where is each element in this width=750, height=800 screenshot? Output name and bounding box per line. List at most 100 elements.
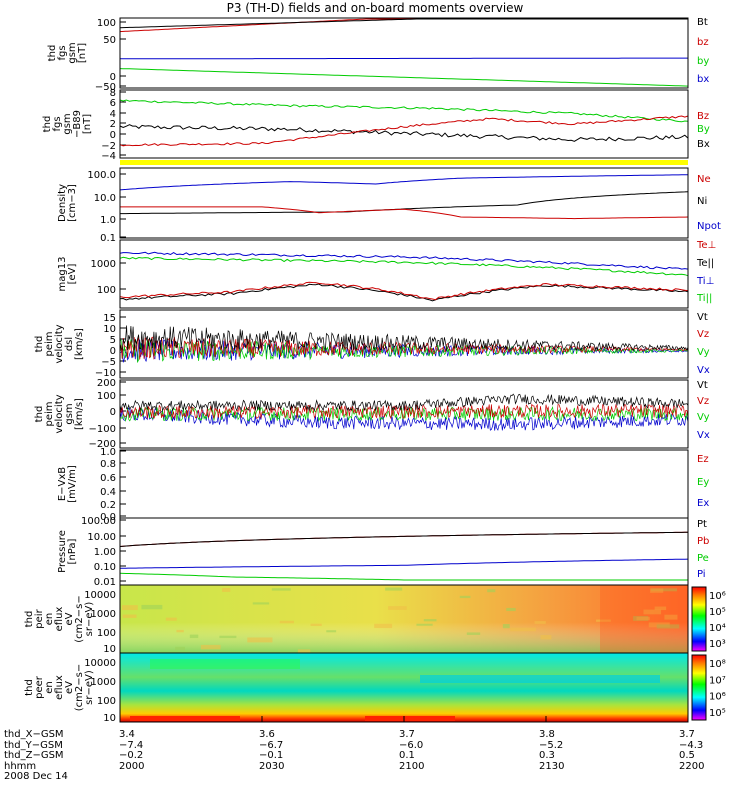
panel-6: thd peim velocity gsm [km/s] 200 100 0 −100 −200 V… — [34, 378, 710, 450]
legend-entry: Te|| — [696, 258, 714, 269]
y-tick-label: 0 — [110, 346, 116, 357]
footer-value: 3.4 — [119, 729, 135, 740]
legend-entry: Vy — [697, 412, 710, 423]
legend-entry: Vz — [697, 396, 709, 407]
y-axis-label: thd — [34, 406, 45, 423]
spectrogram-cell — [247, 637, 273, 643]
legend-entry: Te⊥ — [696, 240, 716, 251]
legend-entry: Pi — [697, 569, 706, 580]
spectrogram-cell — [141, 604, 163, 610]
legend-entry: Ne — [697, 174, 711, 185]
footer-value: 0.1 — [399, 750, 415, 762]
footer-value: 0.3 — [539, 750, 555, 762]
y-axis-label: velocity — [54, 394, 65, 433]
y-tick-label: 10000 — [84, 590, 116, 601]
spectrogram-cell — [326, 630, 337, 633]
spectrogram-cell — [600, 585, 688, 653]
spectrogram-cell — [534, 621, 546, 624]
y-tick-label: 15 — [103, 313, 116, 324]
y-axis-label: gsm — [64, 403, 75, 424]
y-tick-label: 0.0 — [100, 512, 116, 523]
y-axis-label: [cm−3] — [67, 184, 78, 222]
y-tick-label: 1.0 — [100, 447, 116, 458]
panel-3: Density [cm−3] 100.0 10.0 1.0 0.1 Ne Ni Npot — [57, 167, 721, 244]
colorbar-tick-label: 10⁷ — [709, 675, 726, 686]
footer-row-x: thd_X−GSM 3.4 3.6 3.7 3.8 3.7 — [4, 729, 744, 741]
spectrogram-cell — [385, 587, 403, 591]
series-line-vz — [119, 403, 689, 420]
panel-frame — [119, 449, 689, 519]
y-tick-label: 0.1 — [100, 233, 116, 244]
ion-spectrogram-shade — [120, 585, 688, 653]
series-line-vx — [119, 407, 689, 431]
series-line-vt — [119, 393, 689, 412]
footer-value: −0.1 — [259, 750, 284, 762]
y-tick-label: 100 — [97, 628, 116, 639]
footer-value: 0.5 — [679, 750, 695, 762]
y-axis-label: thd — [42, 116, 53, 133]
spectrogram-cell — [656, 624, 680, 629]
spectrogram-cell — [664, 614, 678, 620]
legend-entry: Vz — [697, 329, 709, 340]
panel-frame — [119, 89, 689, 159]
y-tick-label: 50 — [103, 35, 116, 46]
spectrogram-cell — [540, 635, 552, 640]
y-tick-label: −10 — [95, 368, 116, 379]
y-tick-label: 0.01 — [94, 577, 116, 588]
panel-frame — [119, 167, 689, 239]
legend-entry: Ez — [697, 454, 709, 465]
spectrogram-cell — [279, 620, 294, 624]
footer-value: 3.7 — [399, 729, 415, 740]
colorbar — [692, 655, 706, 720]
y-tick-label: 0.10 — [94, 562, 116, 573]
spectrogram-cell — [271, 588, 291, 591]
y-axis-label: fgs — [57, 45, 68, 60]
y-axis-label: Pressure — [57, 530, 68, 573]
colorbar-tick-label: 10⁶ — [709, 591, 726, 602]
colorbar-tick-label: 10³ — [709, 639, 726, 650]
panel-4: mag13 [eV] 1000 100 Te⊥ Te|| Ti⊥ Ti|| — [57, 239, 716, 309]
y-tick-label: 1000 — [91, 259, 116, 270]
footer-value: −4.3 — [679, 739, 704, 751]
y-tick-label: 6 — [110, 98, 116, 109]
series-line-te — [119, 281, 689, 301]
y-axis-label: dsl — [64, 337, 75, 351]
y-tick-label: −2 — [101, 141, 116, 152]
footer-row-time: hhmm 2000 2030 2100 2130 2200 — [4, 760, 744, 773]
footer-value: −6.7 — [259, 739, 284, 751]
series-line-ti — [119, 256, 689, 277]
footer-value: 2100 — [399, 760, 425, 772]
footer-value: 3.7 — [679, 729, 695, 740]
series-line-npot — [119, 174, 689, 191]
spectrogram-cell — [650, 588, 664, 593]
spectrogram-cell — [459, 595, 471, 599]
spectrogram-cell — [297, 649, 311, 653]
y-tick-label: 0.8 — [100, 459, 116, 470]
footer-value: −7.4 — [119, 739, 144, 751]
y-tick-label: 1000 — [91, 677, 116, 688]
legend-entry: Vx — [697, 430, 710, 441]
footer-value: 2030 — [259, 760, 285, 772]
y-axis-label: [km/s] — [74, 398, 85, 430]
series-line-bz — [119, 115, 689, 147]
y-tick-label: 0.4 — [100, 487, 116, 498]
legend-entry: Vy — [697, 347, 710, 358]
series-line-pe — [119, 572, 688, 581]
footer-value: −5.2 — [539, 739, 564, 751]
panel-10: thd peer en eflux eV (cm2−s− sr−eV)10000 1000 10… — [24, 652, 726, 724]
y-axis-label: −B89 — [72, 110, 83, 138]
spectrogram-cell — [175, 646, 186, 651]
y-axis-label: (cm2−s− — [74, 664, 85, 711]
series-line-pt — [119, 531, 688, 547]
y-tick-label: 10.00 — [87, 532, 116, 543]
legend-entry: Ti⊥ — [696, 276, 714, 287]
series-line-pi — [119, 558, 689, 569]
series-line-vt — [119, 325, 689, 352]
y-tick-label: 100 — [97, 696, 116, 707]
y-tick-label: 10 — [103, 713, 116, 724]
spectrogram-cell — [219, 635, 237, 639]
panel-1: thd fgs gsm [nT] 100 50 0−50 Bt bz by bx — [47, 17, 709, 93]
y-axis-label: [km/s] — [74, 328, 85, 360]
